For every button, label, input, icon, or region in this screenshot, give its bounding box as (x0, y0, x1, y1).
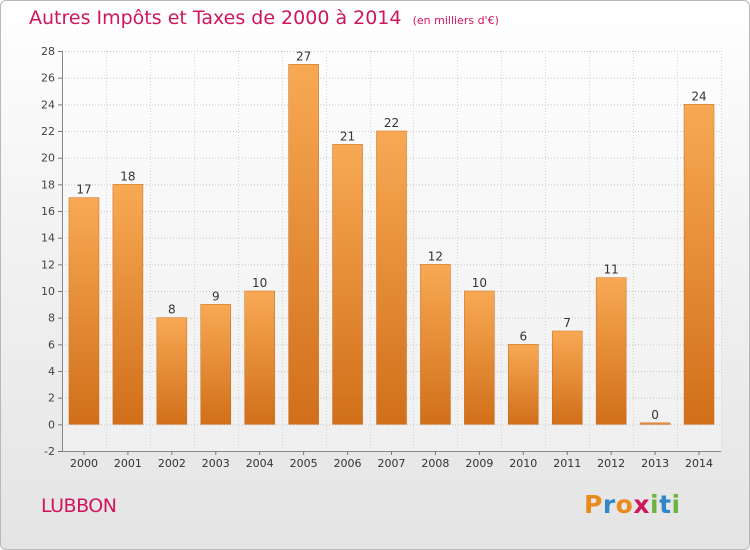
y-tick-label: 24 (41, 98, 55, 111)
bar-value-label: 18 (120, 169, 135, 183)
x-tick-label: 2003 (202, 457, 230, 470)
bar-value-label: 12 (428, 249, 443, 263)
x-tick-label: 2006 (334, 457, 362, 470)
brand-logo: Proxiti (584, 490, 681, 519)
x-tick-label: 2008 (421, 457, 449, 470)
y-tick-label: 26 (41, 72, 55, 85)
x-tick-label: 2001 (114, 457, 142, 470)
bar (595, 277, 627, 425)
bar (244, 290, 275, 425)
x-tick-label: 2010 (509, 457, 537, 470)
y-tick-label: 28 (41, 45, 55, 58)
bar-value-label: 10 (252, 276, 267, 290)
bar-value-label: 11 (604, 263, 619, 277)
x-tick-label: 2004 (246, 457, 274, 470)
bar (332, 144, 363, 425)
y-tick-label: 22 (41, 125, 55, 138)
bar-value-label: 8 (168, 303, 176, 317)
x-tick-label: 2013 (641, 457, 669, 470)
bar (376, 130, 407, 425)
y-tick-label: 6 (48, 338, 55, 351)
brand-letter: r (602, 490, 616, 519)
y-tick-label: 2 (48, 392, 55, 405)
x-tick-label: 2002 (158, 457, 186, 470)
bar-value-label: 0 (651, 408, 659, 422)
bar (508, 344, 539, 425)
x-tick-label: 2009 (465, 457, 493, 470)
chart-subtitle: (en milliers d'€) (412, 14, 499, 27)
brand-letter: i (671, 490, 681, 519)
x-tick-label: 2014 (685, 457, 713, 470)
brand-letter: o (615, 490, 634, 519)
y-tick-label: 18 (41, 178, 55, 191)
bar-value-label: 7 (563, 316, 571, 330)
x-tick-label: 2005 (290, 457, 318, 470)
brand-letter: i (650, 490, 660, 519)
y-tick-label: 20 (41, 152, 55, 165)
commune-name: LUBBON (41, 495, 117, 517)
y-tick-label: 10 (41, 285, 55, 298)
y-tick-label: 8 (48, 312, 55, 325)
chart-title: Autres Impôts et Taxes de 2000 à 2014 (29, 7, 402, 29)
bar (464, 290, 495, 425)
bar (200, 304, 232, 425)
x-tick-label: 2000 (70, 457, 98, 470)
y-tick-label: 4 (48, 365, 55, 378)
bar (420, 264, 451, 425)
bar (156, 317, 188, 425)
bar-value-label: 17 (76, 183, 91, 197)
bar-value-label: 10 (472, 276, 487, 290)
x-tick-label: 2011 (553, 457, 581, 470)
bar (68, 197, 100, 425)
y-tick-label: 14 (41, 232, 55, 245)
bar-value-label: 9 (212, 289, 220, 303)
y-tick-label: 16 (41, 205, 55, 218)
x-tick-label: 2012 (597, 457, 625, 470)
bar-value-label: 22 (384, 116, 399, 130)
bar-value-label: 6 (519, 329, 527, 343)
bar (639, 422, 671, 425)
bar (288, 64, 319, 425)
brand-letter: x (633, 490, 650, 519)
brand-letter: t (659, 490, 672, 519)
bar (551, 330, 583, 425)
bar (683, 104, 715, 425)
bar-value-label: 21 (340, 129, 355, 143)
bar (112, 184, 144, 425)
brand-letter: P (584, 490, 603, 519)
x-tick-label: 2007 (378, 457, 406, 470)
bar-value-label: 24 (691, 89, 706, 103)
y-tick-label: 0 (48, 418, 55, 431)
chart-header: Autres Impôts et Taxes de 2000 à 2014 (e… (29, 7, 499, 29)
y-tick-label: -2 (44, 445, 55, 458)
bar-value-label: 27 (296, 49, 311, 63)
y-tick-label: 12 (41, 258, 55, 271)
